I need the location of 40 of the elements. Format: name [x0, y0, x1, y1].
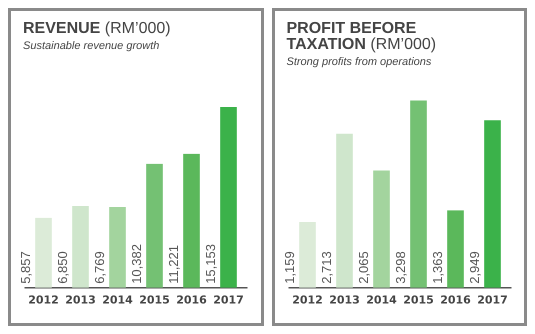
bar — [183, 154, 200, 288]
bar — [146, 164, 163, 288]
data-label: 1,159 — [281, 251, 296, 284]
x-tick-label: 2013 — [65, 293, 96, 306]
bar — [336, 134, 352, 288]
bar — [298, 222, 316, 288]
bar — [484, 120, 500, 288]
x-tick-label: 2016 — [176, 293, 208, 306]
data-label: 2,713 — [318, 251, 334, 284]
x-tick-label: 2015 — [402, 293, 434, 306]
bar — [109, 207, 126, 288]
data-label: 1,363 — [429, 251, 444, 284]
bar — [446, 210, 464, 288]
x-tick-label: 2017 — [213, 293, 244, 306]
data-label: 3,298 — [392, 251, 408, 284]
data-label: 6,769 — [92, 251, 107, 284]
chart-title: PROFIT BEFORE TAXATION (RM’000) — [286, 20, 436, 53]
data-label: 10,382 — [128, 244, 144, 284]
bar — [372, 170, 390, 288]
chart-subtitle: Strong profits from operations — [286, 56, 432, 68]
bar — [35, 218, 52, 288]
chart-subtitle: Sustainable revenue growth — [23, 40, 160, 52]
x-tick-label: 2016 — [440, 293, 471, 306]
x-tick-label: 2012 — [292, 293, 322, 306]
data-label: 2,065 — [355, 251, 370, 284]
bar — [72, 206, 89, 288]
x-tick-label: 2012 — [28, 293, 59, 306]
x-tick-label: 2013 — [328, 293, 360, 306]
bar — [220, 106, 237, 288]
x-tick-label: 2015 — [139, 293, 170, 306]
x-tick-label: 2017 — [476, 293, 508, 306]
data-label: 11,221 — [166, 245, 181, 284]
data-label: 15,153 — [202, 244, 218, 284]
data-label: 2,949 — [466, 251, 482, 284]
data-label: 5,857 — [18, 251, 33, 284]
x-tick-label: 2014 — [366, 293, 397, 306]
chart-title: REVENUE (RM’000) — [23, 20, 171, 37]
data-label: 6,850 — [54, 251, 70, 284]
x-tick-label: 2014 — [102, 293, 134, 306]
bar — [410, 100, 426, 288]
